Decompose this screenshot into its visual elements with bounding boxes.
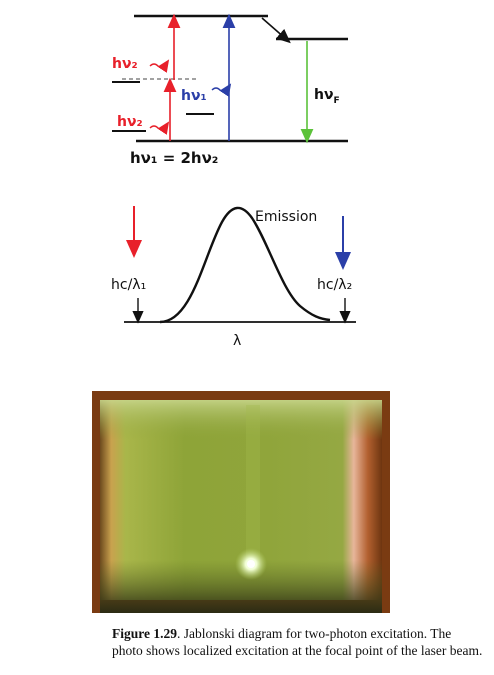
label-hv2-lower: hν₂ <box>117 114 143 130</box>
emission-label: Emission <box>255 209 317 225</box>
label-hv1: hν₁ <box>181 88 207 104</box>
figure-caption: Figure 1.29. Jablonski diagram for two-p… <box>112 625 484 659</box>
caption-text: . Jablonski diagram for two-photon excit… <box>112 626 483 658</box>
cuvette-photo <box>92 391 390 613</box>
photon-squiggle-upper <box>149 59 170 73</box>
focal-point-core <box>247 560 255 568</box>
emission-spectrum: Emission hc/λ₁ hc/λ₂ λ <box>111 206 356 349</box>
hc-lambda1-label: hc/λ₁ <box>111 277 146 293</box>
equation: hν₁ = 2hν₂ <box>130 149 218 167</box>
hc-lambda2-label: hc/λ₂ <box>317 277 352 293</box>
figure-number: Figure 1.29 <box>112 626 177 641</box>
photon-squiggle-lower <box>149 121 170 135</box>
lambda-axis-label: λ <box>233 333 241 349</box>
label-hvF-subscript: F <box>334 96 340 106</box>
photo-vertical-streak <box>246 405 260 565</box>
emission-curve <box>159 206 331 324</box>
label-hvF: hνF <box>314 87 340 106</box>
label-hv2-upper: hν₂ <box>112 56 138 72</box>
photon-squiggle-blue <box>211 83 232 97</box>
jablonski-diagram: hν₂ hν₂ hν₁ hνF hν₁ = 2hν₂ <box>112 13 348 167</box>
photo-top-highlight <box>100 400 382 440</box>
relaxation-arrow <box>261 17 291 44</box>
